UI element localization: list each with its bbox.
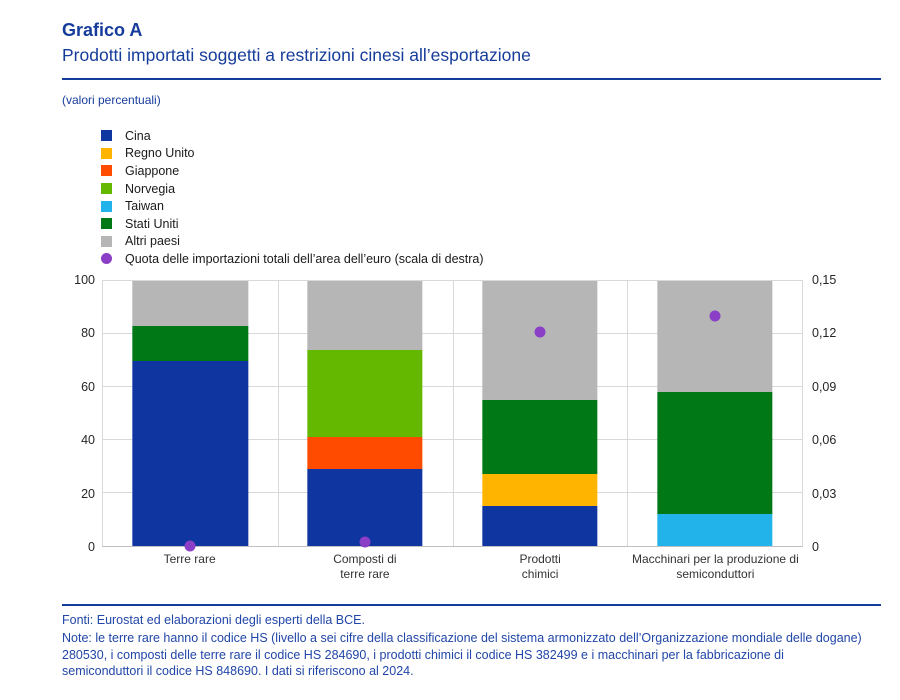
legend-item: Giappone xyxy=(101,162,484,180)
left-axis-tick: 100 xyxy=(74,273,95,287)
bar-segment xyxy=(307,469,423,546)
legend-label: Cina xyxy=(125,128,151,143)
gridline xyxy=(103,280,802,281)
bar-segment xyxy=(132,281,249,327)
legend-color-swatch xyxy=(101,200,112,212)
left-axis-tick: 60 xyxy=(81,379,95,394)
legend-color-swatch xyxy=(101,165,112,177)
category-label: Macchinari per la produzione di semicondu… xyxy=(631,552,799,581)
right-axis-tick: 0,09 xyxy=(812,379,837,394)
quota-dot xyxy=(359,536,371,548)
stacked-bar xyxy=(307,281,423,546)
legend-item: Taiwan xyxy=(101,197,484,215)
right-axis-tick: 0,15 xyxy=(812,273,837,287)
legend-color-swatch xyxy=(101,218,112,230)
legend-item: Altri paesi xyxy=(101,233,484,251)
left-axis-tick: 20 xyxy=(81,486,95,501)
legend-item: Norvegia xyxy=(101,180,484,198)
category-slot xyxy=(627,281,802,546)
legend-label: Stati Uniti xyxy=(125,216,179,231)
quota-dot xyxy=(709,310,721,322)
legend: Cina Regno Unito Giappone Norvegia Taiwan Sta… xyxy=(101,127,484,268)
left-axis-tick: 40 xyxy=(81,433,95,448)
bar-segment xyxy=(307,281,423,350)
legend-color-swatch xyxy=(101,147,112,159)
gridline xyxy=(103,333,802,334)
sources-line: Fonti: Eurostat ed elaborazioni degli es… xyxy=(62,613,365,627)
stacked-bar xyxy=(132,281,249,546)
stacked-bar xyxy=(482,281,598,546)
stacked-bar xyxy=(656,281,773,546)
gridline xyxy=(452,281,454,546)
legend-color-swatch xyxy=(101,183,112,195)
legend-label: Norvegia xyxy=(125,181,176,196)
category-slot xyxy=(103,281,278,552)
legend-item: Cina xyxy=(101,127,484,145)
category-slot xyxy=(278,281,453,548)
category-label: Composti di terre rare xyxy=(333,552,397,581)
category-label: Prodotti chimici xyxy=(519,552,561,581)
bar-segment xyxy=(482,474,598,507)
left-axis-tick: 0 xyxy=(88,540,95,554)
bar-segment xyxy=(656,514,773,546)
gridline xyxy=(277,281,279,546)
legend-label: Giappone xyxy=(125,163,180,178)
unit-note: (valori percentuali) xyxy=(62,93,161,107)
bar-segment xyxy=(307,349,423,438)
legend-label: Taiwan xyxy=(125,199,164,214)
plot-area xyxy=(102,280,803,552)
right-axis-tick: 0,03 xyxy=(812,486,837,501)
legend-dot-marker xyxy=(101,253,112,265)
legend-item: Quota delle importazioni totali dell’are… xyxy=(101,250,484,268)
gridline xyxy=(627,281,629,546)
legend-label: Altri paesi xyxy=(125,234,180,249)
legend-color-swatch xyxy=(101,130,112,142)
legend-label: Regno Unito xyxy=(125,146,195,161)
bar-segment xyxy=(482,400,598,475)
notes-line: Note: le terre rare hanno il codice HS (… xyxy=(62,631,862,678)
bar-segment xyxy=(656,281,773,393)
legend-item: Stati Uniti xyxy=(101,215,484,233)
bar-segment xyxy=(656,392,773,515)
title-divider xyxy=(62,78,881,80)
bar-segment xyxy=(482,506,598,546)
figure-label: Grafico A xyxy=(62,20,143,40)
bar-segment xyxy=(482,281,598,401)
legend-item: Regno Unito xyxy=(101,145,484,163)
gridline xyxy=(103,386,802,387)
legend-color-swatch xyxy=(101,235,112,247)
bar-segment xyxy=(132,360,249,546)
right-axis-tick: 0,12 xyxy=(812,326,837,341)
bar-segment xyxy=(132,326,249,361)
figure-title: Prodotti importati soggetti a restrizion… xyxy=(62,45,531,65)
quota-dot xyxy=(184,540,196,552)
bar-segment xyxy=(307,437,423,470)
footer-divider xyxy=(62,604,881,606)
gridline xyxy=(103,439,802,440)
category-slot xyxy=(453,281,628,546)
gridline xyxy=(103,492,802,493)
right-axis-tick: 0 xyxy=(812,540,819,554)
legend-label: Quota delle importazioni totali dell’are… xyxy=(125,251,484,266)
left-axis-tick: 80 xyxy=(81,326,95,341)
right-axis-tick: 0,06 xyxy=(812,433,837,448)
quota-dot xyxy=(534,326,546,338)
category-label: Terre rare xyxy=(163,552,216,566)
